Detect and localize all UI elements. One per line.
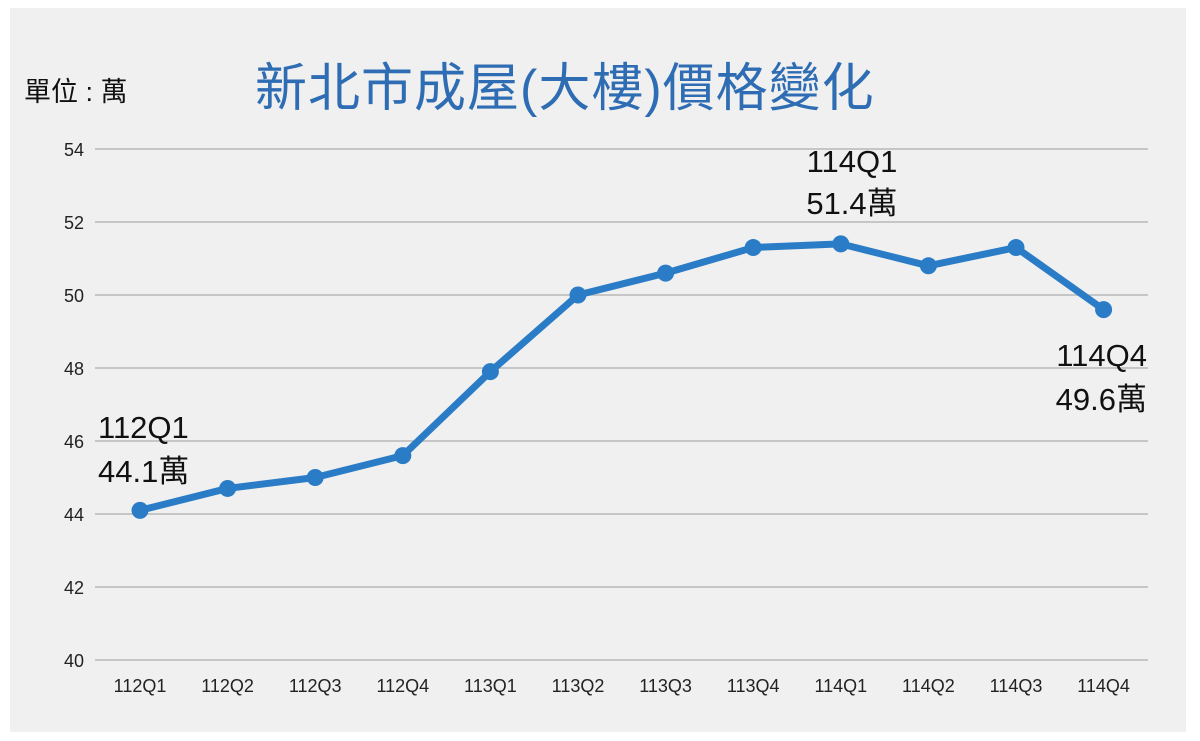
x-tick-label: 114Q3 — [990, 676, 1043, 696]
x-tick-label: 113Q2 — [552, 676, 605, 696]
y-tick-label: 44 — [64, 505, 84, 525]
y-axis-ticks: 40 42 44 46 48 50 52 54 — [64, 140, 84, 671]
data-point-marker — [832, 235, 850, 253]
x-tick-label: 112Q3 — [289, 676, 342, 696]
annotation-value: 51.4萬 — [806, 186, 897, 221]
annotation-period: 112Q1 — [98, 410, 189, 445]
y-tick-label: 42 — [64, 578, 84, 598]
data-markers — [131, 235, 1113, 519]
chart-panel — [10, 8, 1186, 732]
data-annotations: 112Q1 44.1萬 114Q1 51.4萬 114Q4 49.6萬 — [98, 144, 1147, 489]
x-tick-label: 114Q4 — [1077, 676, 1130, 696]
price-line — [136, 240, 1108, 514]
data-point-marker — [219, 479, 237, 497]
x-tick-label: 113Q1 — [464, 676, 517, 696]
gridlines — [95, 148, 1148, 661]
x-tick-label: 112Q2 — [201, 676, 254, 696]
x-axis-ticks: 112Q1 112Q2 112Q3 112Q4 113Q1 113Q2 113Q3 113Q4… — [114, 676, 1130, 696]
data-point-marker — [481, 363, 499, 381]
x-tick-label: 112Q1 — [114, 676, 167, 696]
x-tick-label: 113Q3 — [639, 676, 692, 696]
data-point-marker — [1095, 301, 1113, 319]
y-tick-label: 54 — [64, 140, 84, 160]
data-point-marker — [1007, 239, 1025, 257]
x-tick-label: 112Q4 — [376, 676, 429, 696]
annotation-value: 44.1萬 — [98, 454, 189, 489]
annotation-period: 114Q4 — [1056, 338, 1147, 373]
annotation-value: 49.6萬 — [1056, 382, 1147, 417]
x-tick-label: 113Q4 — [727, 676, 780, 696]
data-point-marker — [131, 501, 149, 519]
y-tick-label: 50 — [64, 286, 84, 306]
y-tick-label: 40 — [64, 651, 84, 671]
annotation-period: 114Q1 — [807, 144, 898, 179]
data-point-marker — [919, 257, 937, 275]
y-tick-label: 52 — [64, 213, 84, 233]
y-tick-label: 48 — [64, 359, 84, 379]
data-point-marker — [657, 264, 675, 282]
unit-label: 單位 : 萬 — [24, 77, 128, 107]
data-point-marker — [306, 469, 324, 486]
x-tick-label: 114Q1 — [814, 676, 867, 696]
data-point-marker — [394, 447, 412, 465]
chart-title: 新北市成屋(大樓)價格變化 — [255, 60, 875, 118]
data-point-marker — [569, 286, 587, 304]
y-tick-label: 46 — [64, 432, 84, 452]
data-point-marker — [744, 239, 762, 257]
x-tick-label: 114Q2 — [902, 676, 955, 696]
